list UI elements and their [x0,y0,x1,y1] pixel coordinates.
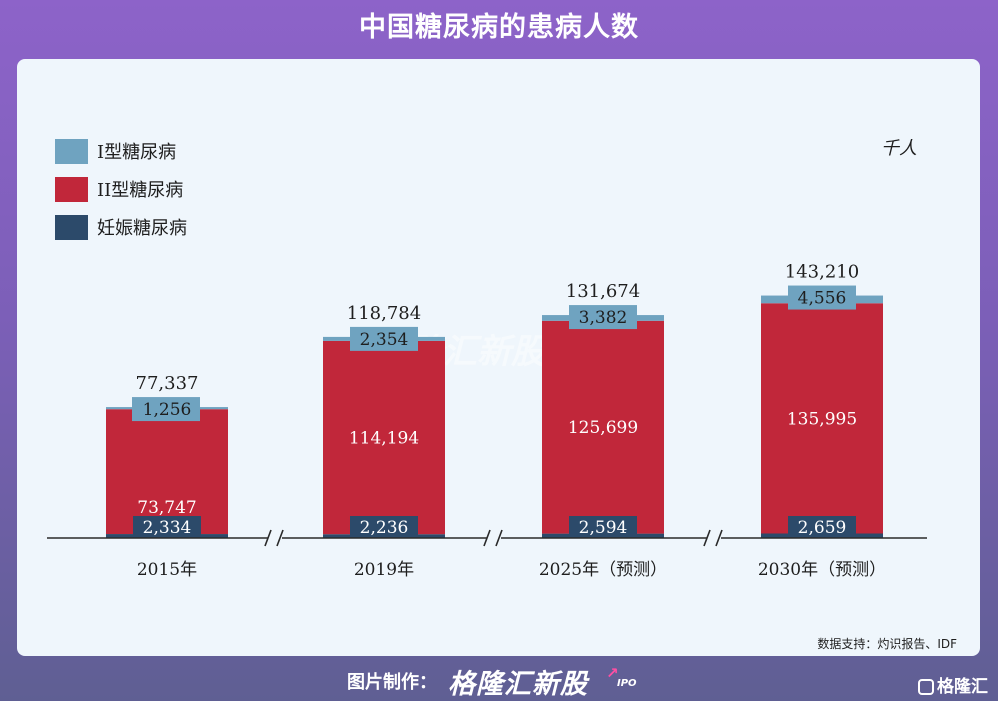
type1-label-box [788,285,856,310]
gestational-label-box [569,516,637,538]
type2-data-label: 73,747 [137,498,196,518]
total-data-label: 77,337 [136,373,199,394]
legend-swatch [55,139,88,164]
x-tick-label: 2019年 [354,560,414,580]
legend-swatch [55,177,88,202]
bar-segment [542,320,664,534]
axis-break-mark [483,529,491,547]
bar-segment [761,303,883,534]
axis-break-mark [264,529,272,547]
gestational-data-label: 2,334 [143,518,192,538]
axis-break-mark [703,529,711,547]
type1-data-label: 2,354 [360,330,409,350]
legend-label: 妊娠糖尿病 [97,218,187,239]
stacked-bar-chart: 格隆汇新股IPOI型糖尿病II型糖尿病妊娠糖尿病千人2,33473,7471,2… [47,138,957,651]
source-note: 数据支持：灼识报告、IDF [817,636,957,651]
corner-logo-text: 格隆汇 [937,677,988,697]
axis-break-mark [495,529,503,547]
total-data-label: 143,210 [785,262,859,283]
total-data-label: 131,674 [566,281,640,302]
gestational-label-box [133,516,201,538]
type2-data-label: 114,194 [349,429,419,449]
brand-arrow-icon: ↗ [606,664,619,682]
footer-label: 图片制作： [347,672,437,693]
footer: 图片制作： 格隆汇新股 ↗ IPO [0,660,998,700]
bar-segment [323,340,445,535]
type2-data-label: 135,995 [787,409,857,429]
chart-panel: 格隆汇新股IPOI型糖尿病II型糖尿病妊娠糖尿病千人2,33473,7471,2… [17,59,980,656]
unit-label: 千人 [881,138,917,159]
bar-segment [106,409,228,535]
axis-break-mark [276,529,284,547]
x-tick-label: 2025年（预测） [539,560,667,580]
type1-label-box [569,305,637,330]
axis-break-mark [715,529,723,547]
type2-data-label: 125,699 [568,418,638,438]
logo-mark-icon [918,679,934,695]
gestational-label-box [350,516,418,538]
total-data-label: 118,784 [347,303,421,324]
gestational-data-label: 2,659 [798,518,847,538]
type1-data-label: 1,256 [143,400,192,420]
corner-logo: 格隆汇 [918,672,988,697]
type1-label-box [350,326,418,351]
legend-swatch [55,215,88,240]
footer-brand: 格隆汇新股 [448,669,588,700]
type1-data-label: 3,382 [579,308,628,328]
type1-data-label: 4,556 [798,289,847,309]
x-tick-label: 2015年 [137,560,197,580]
gestational-data-label: 2,594 [579,518,628,538]
legend-label: I型糖尿病 [97,142,176,163]
footer-brand-sub: IPO [617,678,637,689]
type1-label-box [132,397,200,422]
x-tick-label: 2030年（预测） [758,560,886,580]
gestational-label-box [788,516,856,538]
page-title: 中国糖尿病的患病人数 [359,12,639,43]
legend-label: II型糖尿病 [97,180,183,201]
gestational-data-label: 2,236 [360,518,409,538]
